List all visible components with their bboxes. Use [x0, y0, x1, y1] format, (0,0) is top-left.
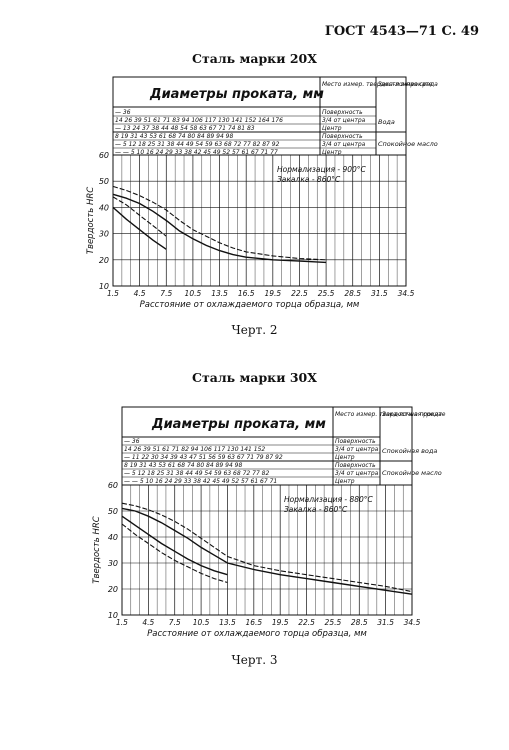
chart-2-row-6-values: — — 5 10 16 24 29 33 38 42 45 49 52 57 6…: [124, 478, 277, 485]
x-tick-label: 19.5: [264, 289, 281, 298]
y-tick-label: 10: [99, 282, 109, 291]
y-axis-label: Твердость HRC: [86, 187, 96, 255]
chart-2-medium-1: Спокойная вода: [382, 447, 437, 455]
chart-2-title: Сталь марки 30Х: [192, 370, 317, 385]
chart-1-row-4-label: Поверхность: [322, 133, 363, 140]
y-tick-label: 10: [108, 611, 118, 620]
chart-2-plot: 1.5 4.5 7.5 10.5 13.5 16.5 19.5 22.5 25.5 28.5 31.…: [92, 481, 421, 639]
chart-1-row-4-values: 8 19 31 43 53 61 68 74 80 84 89 94 98: [115, 133, 234, 140]
chart-2-row-1-values: — 36: [124, 438, 140, 445]
x-tick-label: 31.5: [371, 289, 388, 298]
x-tick-label: 10.5: [185, 289, 202, 298]
chart-2-row-1-label: Поверхность: [335, 438, 376, 445]
x-tick-label: 34.5: [404, 618, 421, 627]
legend-normalization: Нормализация - 880°С: [284, 495, 374, 504]
y-tick-label: 50: [99, 177, 109, 186]
chart-1-row-1-label: Поверхность: [322, 109, 363, 116]
x-tick-label: 28.5: [344, 289, 361, 298]
chart-2-caption: Черт. 3: [231, 653, 278, 667]
chart-1-row-5-label: 3/4 от центра: [322, 141, 366, 148]
series-line-1: [121, 502, 413, 593]
y-tick-label: 20: [99, 256, 109, 265]
legend-quench: Закалка - 860°С: [284, 505, 348, 514]
chart-2-row-2-label: 3/4 от центра: [335, 446, 379, 453]
x-tick-label: 4.5: [134, 289, 146, 298]
legend-normalization: Нормализация - 900°С: [277, 165, 367, 174]
y-tick-label: 60: [99, 151, 109, 160]
y-tick-label: 50: [108, 507, 118, 516]
chart-2-row-4-label: Поверхность: [335, 462, 376, 469]
chart-2-medium-2: Спокойное масло: [382, 469, 442, 477]
chart-1-row-2-values: 14 26 39 51 61 71 83 94 106 117 130 141 …: [115, 117, 283, 124]
x-tick-label: 28.5: [351, 618, 368, 627]
chart-2-row-4-values: 8 19 31 43 53 61 68 74 80 84 89 94 98: [124, 462, 243, 469]
chart-2-row-2-values: 14 26 39 51 61 71 82 94 106 117 130 141 …: [124, 446, 265, 453]
chart-1-medium-2: Спокойное масло: [378, 140, 438, 148]
chart-2-row-3-values: — 11 22 30 34 39 43 47 51 56 59 63 67 71…: [124, 454, 283, 461]
chart-2-table-header: Диаметры проката, мм: [151, 417, 326, 432]
chart-1-table-place: Место измер. твердости в прокате: [322, 81, 433, 88]
chart-1-row-6-label: Центр: [322, 149, 342, 156]
plot-frame: [121, 484, 413, 616]
x-tick-label: 1.5: [116, 618, 128, 627]
series-line-3: [121, 515, 228, 576]
chart-2-table-medium: Зака-лочная среда: [382, 411, 442, 418]
chart-1-row-3-values: — 13 24 37 38 44 48 54 58 63 67 71 74 81…: [115, 125, 255, 132]
chart-1-table: Диаметры проката, мм Место измер. твердо…: [112, 76, 438, 156]
y-tick-label: 60: [108, 481, 118, 490]
chart-1-medium-1: Вода: [378, 118, 395, 126]
x-axis-label: Расстояние от охлаждаемого торца образца…: [140, 300, 360, 310]
y-tick-label: 40: [108, 533, 118, 542]
chart-1-plot: 1.5 4.5 7.5 10.5 13.5 16.5 19.5 22.5 25.5 28.5 31.…: [86, 151, 415, 310]
series-line-4: [121, 523, 228, 584]
x-tick-label: 16.5: [238, 289, 255, 298]
series-line-2: [112, 193, 327, 264]
y-tick-label: 20: [108, 585, 118, 594]
series-line-2: [121, 507, 413, 595]
chart-1-table-medium: Зака-лочная среда: [378, 81, 438, 88]
y-tick-label: 30: [108, 559, 118, 568]
x-tick-label: 10.5: [193, 618, 210, 627]
chart-1-table-header: Диаметры проката, мм: [149, 87, 324, 102]
x-tick-label: 25.5: [325, 618, 342, 627]
x-tick-label: 1.5: [107, 289, 119, 298]
chart-1-row-6-values: — — 5 10 16 24 29 33 38 42 45 49 52 57 6…: [115, 149, 278, 156]
x-tick-label: 13.5: [211, 289, 228, 298]
chart-2-row-5-values: — 5 12 18 25 31 38 44 49 54 59 63 68 72 …: [124, 470, 269, 477]
x-tick-label: 22.5: [298, 618, 315, 627]
chart-1-row-5-values: — 5 12 18 25 31 38 44 49 54 59 63 68 72 …: [115, 141, 280, 148]
x-tick-label: 16.5: [245, 618, 262, 627]
x-tick-label: 25.5: [318, 289, 335, 298]
gost-page-header: ГОСТ 4543—71 С. 49: [324, 24, 479, 39]
x-tick-label: 7.5: [169, 618, 181, 627]
chart-1-title: Сталь марки 20Х: [192, 51, 317, 66]
x-tick-label: 7.5: [160, 289, 172, 298]
y-tick-label: 30: [99, 230, 109, 239]
chart-2-row-6-label: Центр: [335, 478, 355, 485]
chart-2-table: Диаметры проката, мм Место измер. твердо…: [121, 406, 446, 486]
x-tick-label: 13.5: [219, 618, 236, 627]
y-axis-label: Твердость HRC: [92, 516, 102, 584]
x-axis-label: Расстояние от охлаждаемого торца образца…: [147, 629, 367, 639]
series-line-3: [112, 196, 167, 237]
chart-1-row-3-label: Центр: [322, 125, 342, 132]
y-tick-label: 40: [99, 203, 109, 212]
x-tick-label: 31.5: [377, 618, 394, 627]
chart-1-row-2-label: 3/4 от центра: [322, 117, 366, 124]
series-line-1: [112, 185, 327, 261]
plot-frame: [112, 154, 407, 287]
x-tick-label: 4.5: [142, 618, 154, 627]
chart-2-row-3-label: Центр: [335, 454, 355, 461]
chart-2-row-5-label: 3/4 от центра: [335, 470, 379, 477]
legend-quench: Закалка - 860°С: [277, 175, 341, 184]
x-tick-label: 19.5: [272, 618, 289, 627]
chart-1-caption: Черт. 2: [231, 323, 278, 337]
chart-1-row-1-values: — 36: [115, 109, 131, 116]
chart-2-table-place: Место измер. твердости в прокате: [335, 411, 446, 418]
x-tick-label: 22.5: [291, 289, 308, 298]
series-line-4: [112, 206, 167, 250]
x-tick-label: 34.5: [398, 289, 415, 298]
